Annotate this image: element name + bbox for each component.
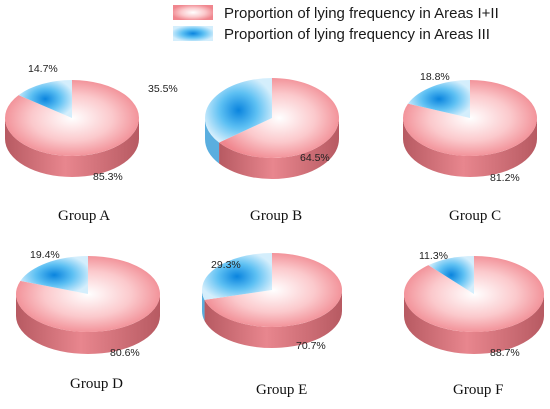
data-label-areas-3: 29.3% [211,259,241,271]
pie-group-f: 11.3% 88.7% Group F [403,250,544,398]
slice-areas-3 [204,78,272,143]
data-label-areas-3: 14.7% [28,63,58,75]
group-title: Group D [70,376,123,392]
pie-group-a: 14.7% 85.3% Group A [5,63,140,224]
side-wall-areas-1-2-1 [5,118,139,177]
data-label-areas-1-2: 70.7% [296,340,326,352]
side-wall-areas-1-2-1 [403,118,537,177]
slice-areas-1-2 [15,256,160,332]
legend: Proportion of lying frequency in Areas I… [173,5,499,43]
data-label-areas-1-2: 81.2% [490,172,520,184]
pie-groups: 14.7% 85.3% Group A 35.5% 64.5% Group B 18.8% 8… [5,63,544,398]
group-title: Group F [453,382,503,398]
legend-label-areas-1-2: Proportion of lying frequency in Areas I… [224,5,499,22]
data-label-areas-1-2: 85.3% [93,171,123,183]
slice-areas-1-2 [5,80,140,157]
slice-areas-1-2 [403,80,538,156]
data-label-areas-1-2: 88.7% [490,347,520,359]
slice-areas-1-2 [403,256,544,332]
data-label-areas-3: 35.5% [148,83,178,95]
side-wall-areas-3 [202,290,205,321]
legend-swatch-areas-3 [173,26,213,41]
legend-swatch-areas-1-2 [173,5,213,20]
group-title: Group E [256,382,307,398]
data-label-areas-3: 19.4% [30,249,60,261]
data-label-areas-1-2: 80.6% [110,347,140,359]
group-title: Group C [449,208,501,224]
slice-areas-3 [201,253,272,300]
slice-areas-3 [20,256,88,294]
side-wall-areas-1-2-1 [16,294,160,354]
data-label-areas-3: 11.3% [419,250,448,262]
data-label-areas-3: 18.8% [420,71,450,83]
side-wall-areas-1-2-1 [204,290,342,349]
slice-areas-3 [18,80,72,118]
group-title: Group B [250,208,302,224]
slice-areas-1-2 [204,253,342,328]
slice-areas-3 [408,80,470,118]
pie-group-b: 35.5% 64.5% Group B [148,78,339,224]
side-wall-areas-3 [204,118,220,164]
legend-label-areas-3: Proportion of lying frequency in Areas I… [224,26,490,43]
side-wall-areas-1-2-1 [219,118,339,180]
pie-group-d: 19.4% 80.6% Group D [15,249,160,392]
data-label-areas-1-2: 64.5% [300,152,330,164]
pie-group-c: 18.8% 81.2% Group C [403,71,538,224]
pie-group-e: 29.3% 70.7% Group E [201,253,342,398]
slice-areas-1-2 [219,78,339,158]
slice-areas-3 [428,256,474,294]
group-title: Group A [58,208,110,224]
side-wall-areas-1-2-1 [404,294,544,354]
